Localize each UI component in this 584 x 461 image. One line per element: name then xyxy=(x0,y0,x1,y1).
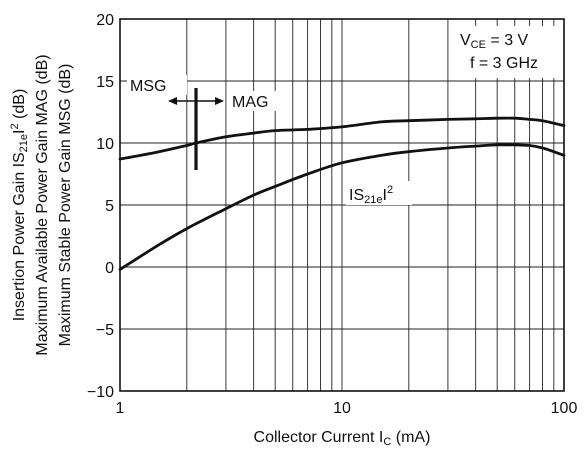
y-axis-label-msg: Maximum Stable Power Gain MSG (dB) xyxy=(57,64,74,347)
x-tick-label: 1 xyxy=(116,400,125,417)
s21-label: IS21eI2 xyxy=(349,184,393,206)
s21-curve xyxy=(118,143,566,271)
y-tick-label: 20 xyxy=(96,12,114,29)
s21-label-bg xyxy=(346,181,412,205)
y-tick-label: −5 xyxy=(96,322,114,339)
y-axis-label-mag: Maximum Available Power Gain MAG (dB) xyxy=(34,54,51,355)
y-tick-label: 5 xyxy=(105,198,114,215)
plot-frame xyxy=(119,18,565,392)
x-axis-label: Collector Current IC (mA) xyxy=(254,429,431,448)
vce-condition: VCE = 3 V xyxy=(460,32,529,51)
mag-label-bg xyxy=(230,91,280,111)
msg-label-bg xyxy=(127,75,187,95)
conditions-box xyxy=(453,26,557,78)
x-tick-label: 10 xyxy=(333,400,351,417)
tick-labels: 20 15 10 5 0 −5 −101 10 100 xyxy=(87,12,578,417)
y-tick-label: −10 xyxy=(87,384,114,401)
freq-condition: f = 3 GHz xyxy=(470,55,538,72)
msg-label: MSG xyxy=(130,78,166,95)
msg-mag-boundary xyxy=(168,88,225,170)
y-tick-label: 0 xyxy=(105,260,114,277)
x-tick-label: 100 xyxy=(551,400,578,417)
mag-arrow-head xyxy=(215,97,225,105)
msg-arrow-head xyxy=(168,97,178,105)
y-tick-label: 10 xyxy=(96,136,114,153)
y-tick-label: 15 xyxy=(96,74,114,91)
y-axis-label-insertion-gain: Insertion Power Gain IS21eI2 (dB) xyxy=(9,89,30,322)
grid xyxy=(120,19,564,391)
mag-label: MAG xyxy=(232,94,268,111)
